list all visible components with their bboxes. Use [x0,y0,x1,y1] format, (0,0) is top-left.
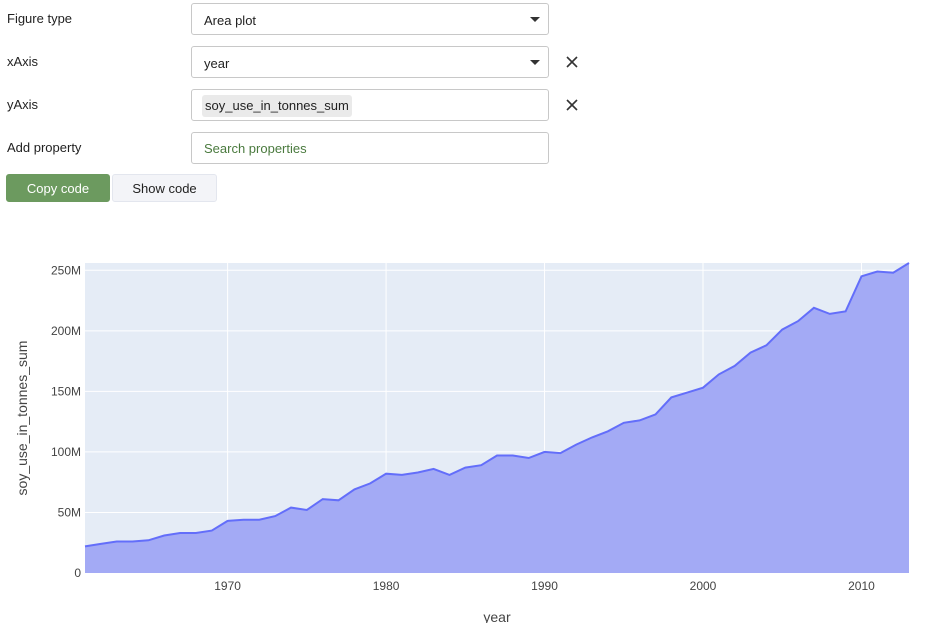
close-icon[interactable] [563,96,581,114]
x-axis-row: xAxis year [0,46,600,80]
y-axis-label: yAxis [7,97,39,112]
y-axis-title: soy_use_in_tonnes_sum [14,341,30,496]
x-axis-value: year [204,56,230,71]
x-axis-label: xAxis [7,54,39,69]
x-tick-label: 1990 [531,579,558,593]
y-tick-label: 200M [51,324,81,338]
y-axis-row: yAxis soy_use_in_tonnes_sum [0,89,600,123]
search-properties-input[interactable] [192,133,548,163]
y-tick-label: 150M [51,384,81,398]
chevron-down-icon[interactable] [530,60,540,65]
x-axis-select[interactable]: year [191,46,549,78]
y-tick-label: 50M [58,505,81,519]
y-tick-label: 0 [74,566,81,580]
x-tick-label: 1970 [214,579,241,593]
x-tick-label: 1980 [373,579,400,593]
area-chart: 1970 1980 1990 2000 2010 0 50M 100M 150M 200M 250M… [14,262,910,623]
y-tick-label: 250M [51,263,81,277]
show-code-button[interactable]: Show code [112,174,217,202]
figure-type-select[interactable]: Area plot [191,3,549,35]
y-axis-multiselect[interactable]: soy_use_in_tonnes_sum [191,89,549,121]
figure-type-row: Figure type Area plot [0,3,600,37]
x-tick-label: 2010 [848,579,875,593]
axis-ticks: 1970 1980 1990 2000 2010 0 50M 100M 150M 200M 250M [51,263,875,593]
add-property-row: Add property [0,132,600,166]
x-axis-title: year [483,609,511,623]
area-fill [85,263,909,573]
x-tick-label: 2000 [690,579,717,593]
y-axis-chip[interactable]: soy_use_in_tonnes_sum [202,95,352,117]
figure-type-value: Area plot [204,13,257,28]
area-line [84,262,910,548]
add-property-label: Add property [7,140,82,155]
y-tick-label: 100M [51,445,81,459]
chevron-down-icon[interactable] [530,17,540,22]
add-property-field [191,132,549,164]
copy-code-button[interactable]: Copy code [6,174,110,202]
close-icon[interactable] [563,53,581,71]
figure-type-label: Figure type [7,11,73,26]
